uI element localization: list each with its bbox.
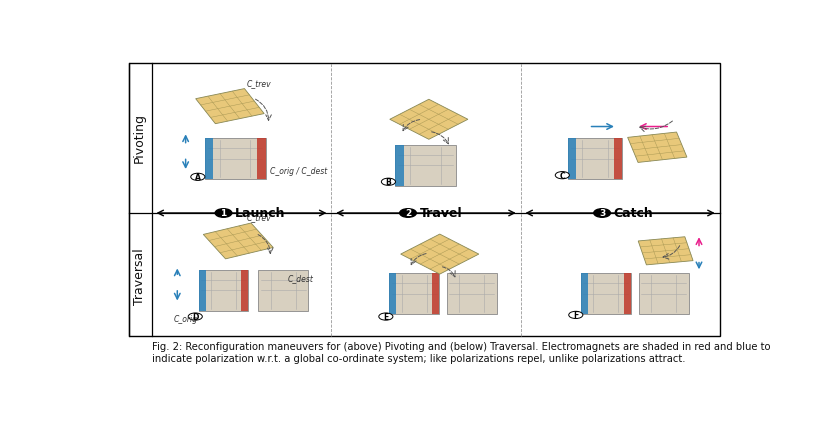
FancyBboxPatch shape — [567, 139, 575, 180]
Text: C_orig: C_orig — [174, 314, 198, 323]
Circle shape — [593, 209, 609, 218]
Circle shape — [381, 179, 395, 186]
Text: D: D — [192, 312, 198, 321]
Text: Launch: Launch — [235, 207, 285, 220]
FancyBboxPatch shape — [447, 273, 496, 314]
FancyBboxPatch shape — [241, 270, 248, 311]
Text: C: C — [559, 171, 565, 180]
FancyBboxPatch shape — [394, 145, 404, 187]
Circle shape — [378, 313, 393, 320]
FancyBboxPatch shape — [389, 273, 395, 314]
Circle shape — [568, 311, 582, 319]
FancyBboxPatch shape — [581, 273, 630, 314]
Circle shape — [188, 313, 202, 320]
Text: B: B — [385, 178, 391, 187]
FancyBboxPatch shape — [198, 270, 248, 311]
FancyBboxPatch shape — [389, 273, 438, 314]
FancyBboxPatch shape — [198, 270, 205, 311]
Text: E: E — [383, 312, 388, 321]
Polygon shape — [627, 133, 686, 163]
FancyBboxPatch shape — [129, 64, 719, 337]
Polygon shape — [195, 89, 264, 124]
Text: A: A — [194, 173, 200, 182]
FancyBboxPatch shape — [204, 139, 213, 180]
Text: Traversal: Traversal — [133, 248, 146, 304]
Circle shape — [190, 174, 204, 181]
FancyBboxPatch shape — [638, 273, 688, 314]
Text: Travel: Travel — [419, 207, 461, 220]
Polygon shape — [400, 235, 478, 274]
Circle shape — [399, 209, 416, 218]
Text: Catch: Catch — [613, 207, 653, 220]
Text: Pivoting: Pivoting — [133, 113, 146, 163]
Text: C_trev: C_trev — [246, 79, 271, 89]
Text: 3: 3 — [598, 209, 605, 218]
FancyBboxPatch shape — [204, 139, 265, 180]
Text: C_orig / C_dest: C_orig / C_dest — [270, 167, 327, 176]
Text: Fig. 2: Reconfiguration maneuvers for (above) Pivoting and (below) Traversal. El: Fig. 2: Reconfiguration maneuvers for (a… — [151, 341, 769, 363]
FancyBboxPatch shape — [567, 139, 621, 180]
Polygon shape — [203, 224, 273, 259]
Text: C_dest: C_dest — [287, 274, 313, 283]
FancyBboxPatch shape — [256, 139, 265, 180]
FancyBboxPatch shape — [258, 270, 308, 311]
FancyBboxPatch shape — [624, 273, 630, 314]
Circle shape — [555, 172, 569, 179]
Text: C_trev: C_trev — [246, 213, 271, 222]
FancyBboxPatch shape — [614, 139, 621, 180]
Text: 1: 1 — [220, 209, 227, 218]
Polygon shape — [390, 100, 467, 140]
Text: 2: 2 — [404, 209, 411, 218]
FancyBboxPatch shape — [394, 145, 456, 187]
FancyBboxPatch shape — [432, 273, 438, 314]
Polygon shape — [638, 237, 692, 265]
FancyBboxPatch shape — [581, 273, 587, 314]
Text: F: F — [572, 311, 578, 320]
Circle shape — [215, 209, 232, 218]
